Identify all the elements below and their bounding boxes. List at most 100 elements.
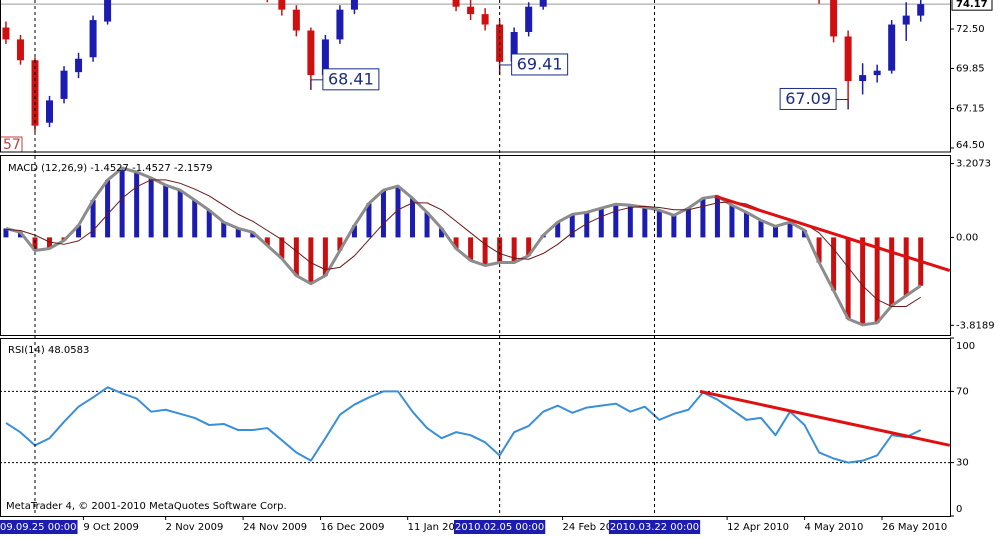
histogram-bar (627, 205, 633, 238)
candle-body (104, 0, 112, 22)
histogram-bar (337, 237, 343, 251)
histogram-bar (105, 180, 111, 238)
histogram-bar (235, 228, 241, 238)
pane-border (0, 0, 951, 153)
histogram-bar (134, 172, 140, 238)
marker-label-bg (454, 520, 546, 534)
x-tick-label: 24 Feb 2010 (563, 522, 625, 533)
marker-label: 2010.03.22 00:00 (610, 522, 699, 533)
histogram-bar (90, 200, 96, 238)
pane-border (0, 155, 951, 336)
histogram-bar (482, 237, 488, 266)
histogram-bar (671, 215, 677, 238)
annotation-box (511, 53, 569, 76)
candle-body (2, 27, 10, 40)
histogram-bar (17, 232, 23, 238)
candle-body (539, 0, 547, 7)
last-price-label: 74.17 (956, 0, 988, 10)
y-tick-label: 67.15 (956, 104, 985, 115)
candle-body (278, 0, 286, 10)
candle-body (859, 75, 867, 82)
histogram-bar (148, 178, 154, 238)
y-tick-label: 0 (956, 504, 962, 515)
macd-title: MACD (12,26,9) -1.4527 -1.4527 -2.1579 (8, 163, 212, 174)
histogram-bar (874, 237, 880, 323)
price-pane: 68.41 69.41 67.09 57 (0, 0, 950, 153)
candle-body (873, 70, 881, 76)
histogram-bar (293, 237, 299, 276)
candle-body (307, 30, 315, 76)
marker-label-bg (0, 520, 78, 534)
candle-body (844, 36, 852, 82)
x-tick-label: 4 May 2010 (805, 522, 864, 533)
y-tick-label: 100 (956, 341, 975, 352)
histogram-bar (773, 226, 779, 238)
x-tick-label: 9 Oct 2009 (83, 522, 138, 533)
candle-body (350, 0, 358, 10)
histogram-bar (569, 214, 575, 238)
annotation-box (779, 87, 837, 110)
x-tick-label: 16 Dec 2009 (321, 522, 385, 533)
histogram-bar (511, 237, 517, 263)
histogram-bar (410, 198, 416, 238)
candle-body (75, 58, 83, 73)
candle-body (467, 6, 475, 15)
histogram-bar (177, 190, 183, 238)
histogram-bar (889, 237, 895, 306)
y-tick-label: 69.85 (956, 63, 985, 74)
histogram-bar (380, 190, 386, 238)
pane-border (0, 338, 951, 517)
histogram-bar (831, 237, 837, 291)
candle-body (89, 20, 97, 58)
candle-body (525, 6, 533, 32)
histogram-bar (526, 237, 532, 256)
candle-body (452, 0, 460, 7)
histogram-bar (656, 210, 662, 238)
candle-body (16, 39, 24, 61)
y-tick-label: 72.50 (956, 24, 985, 35)
histogram-bar (322, 237, 328, 276)
rsi-title: RSI(14) 48.0583 (8, 345, 89, 356)
histogram-bar (308, 237, 314, 284)
x-tick-label: 2 Nov 2009 (166, 522, 224, 533)
annotation-label: 68.41 (328, 69, 374, 88)
histogram-bar (3, 228, 9, 238)
y-tick-label: 70 (956, 386, 969, 397)
histogram-bar (163, 185, 169, 238)
annotation-label: 67.09 (785, 89, 831, 108)
candle-body (321, 39, 329, 76)
histogram-bar (32, 237, 38, 251)
edge-label: 57 (3, 137, 21, 153)
histogram-bar (743, 212, 749, 238)
candle-body (60, 70, 68, 99)
markers (34, 0, 656, 516)
histogram-bar (758, 220, 764, 238)
histogram-bar (598, 208, 604, 238)
histogram-bar (453, 237, 459, 249)
y-tick-label: -3.8189 (956, 320, 995, 331)
histogram-bar (729, 205, 735, 238)
histogram-bar (685, 208, 691, 238)
trendline (714, 194, 950, 272)
histogram-bar (714, 196, 720, 238)
histogram-bar (47, 237, 53, 249)
histogram-bar (787, 222, 793, 238)
x-tick-label: 26 May 2010 (882, 522, 947, 533)
histogram-bar (250, 232, 256, 238)
histogram-bar (555, 222, 561, 238)
histogram-bar (613, 204, 619, 238)
macd-pane (3, 166, 950, 327)
histogram-bar (351, 225, 357, 238)
histogram-bar (76, 225, 82, 238)
trendline (699, 389, 950, 447)
histogram-bar (424, 212, 430, 238)
last-price-box (951, 0, 993, 11)
histogram-bar (860, 237, 866, 325)
y-tick-label: 30 (956, 458, 969, 469)
marker-label: 2010.02.05 00:00 (455, 522, 544, 533)
x-tick-label: 24 Nov 2009 (243, 522, 307, 533)
y-tick-label: 3.2073 (956, 159, 991, 170)
